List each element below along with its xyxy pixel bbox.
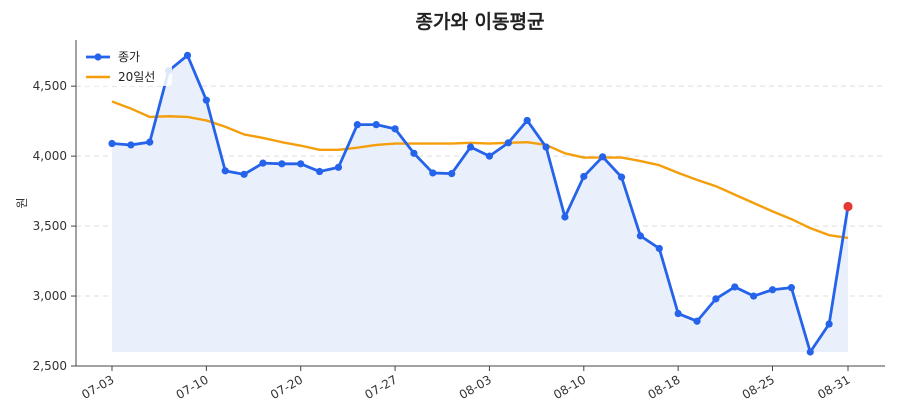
- close-data-point: [806, 348, 814, 356]
- close-data-point: [127, 141, 135, 149]
- x-tick-label: 08-31: [815, 372, 852, 402]
- chart-title: 종가와 이동평균: [416, 11, 545, 33]
- y-tick-label: 4,500: [33, 79, 67, 93]
- close-data-point: [429, 169, 437, 177]
- close-data-point: [674, 309, 682, 318]
- close-data-point: [636, 232, 645, 240]
- x-tick-label: 07-03: [79, 372, 116, 402]
- axes-layer: [75, 40, 885, 367]
- close-price-area-fill: [112, 55, 848, 353]
- close-price-line: [111, 53, 850, 354]
- close-data-point: [768, 286, 777, 294]
- close-data-point: [391, 125, 399, 133]
- close-data-point: [504, 139, 512, 147]
- close-data-point: [466, 143, 475, 151]
- close-data-point: [278, 160, 286, 168]
- close-data-point: [787, 284, 795, 292]
- close-data-point: [183, 51, 192, 59]
- close-data-point: [410, 149, 418, 157]
- x-tick-label: 08-10: [551, 372, 588, 402]
- close-data-point: [315, 167, 324, 176]
- close-data-point: [259, 159, 267, 167]
- legend: 종가 20일선: [82, 40, 172, 86]
- close-data-point: [202, 96, 210, 104]
- close-data-point: [693, 317, 701, 325]
- x-tick-label: 08-18: [645, 372, 682, 402]
- close-data-point: [523, 116, 531, 125]
- y-tick-label: 2,500: [33, 359, 67, 373]
- series-layer: [108, 51, 853, 356]
- x-tick-label: 08-25: [740, 372, 777, 402]
- x-tick-label: 07-20: [268, 372, 305, 402]
- legend-ma20-label: 20일선: [118, 70, 155, 84]
- close-data-point: [750, 292, 758, 300]
- x-tick-label: 07-10: [174, 372, 211, 402]
- close-data-point: [825, 320, 833, 328]
- x-tick-label: 07-27: [362, 372, 399, 402]
- y-tick-label: 3,000: [33, 289, 67, 303]
- ma20-line: [111, 100, 849, 240]
- close-data-point: [448, 170, 456, 178]
- y-axis-label: 원: [15, 197, 29, 208]
- close-data-point: [580, 172, 588, 181]
- close-last-point: [843, 201, 853, 212]
- close-data-point: [617, 173, 626, 181]
- x-tick-label: 08-03: [457, 372, 494, 402]
- close-data-point: [485, 152, 494, 160]
- close-data-point: [561, 213, 569, 221]
- close-data-point: [542, 143, 550, 151]
- close-data-point: [146, 138, 154, 146]
- close-data-point: [731, 283, 739, 291]
- close-data-point: [221, 167, 229, 175]
- legend-close-marker: [94, 53, 102, 61]
- close-data-point: [108, 139, 116, 148]
- y-ticks: 2,500 3,000 3,500 4,000 4,500: [33, 79, 76, 373]
- close-data-point: [353, 121, 361, 129]
- close-data-point: [240, 170, 248, 178]
- y-tick-label: 4,000: [33, 149, 67, 163]
- close-data-point: [297, 160, 305, 168]
- y-tick-label: 3,500: [33, 219, 67, 233]
- x-ticks: 07-03 07-10 07-20 07-27 08-03 08-10 08-18 08-25…: [79, 366, 853, 402]
- close-data-point: [655, 244, 663, 253]
- close-data-point: [712, 295, 720, 303]
- close-data-point: [599, 153, 607, 161]
- legend-close-label: 종가: [118, 50, 140, 64]
- close-data-point: [372, 121, 380, 129]
- legend-box: [82, 40, 172, 86]
- close-data-point: [334, 163, 343, 171]
